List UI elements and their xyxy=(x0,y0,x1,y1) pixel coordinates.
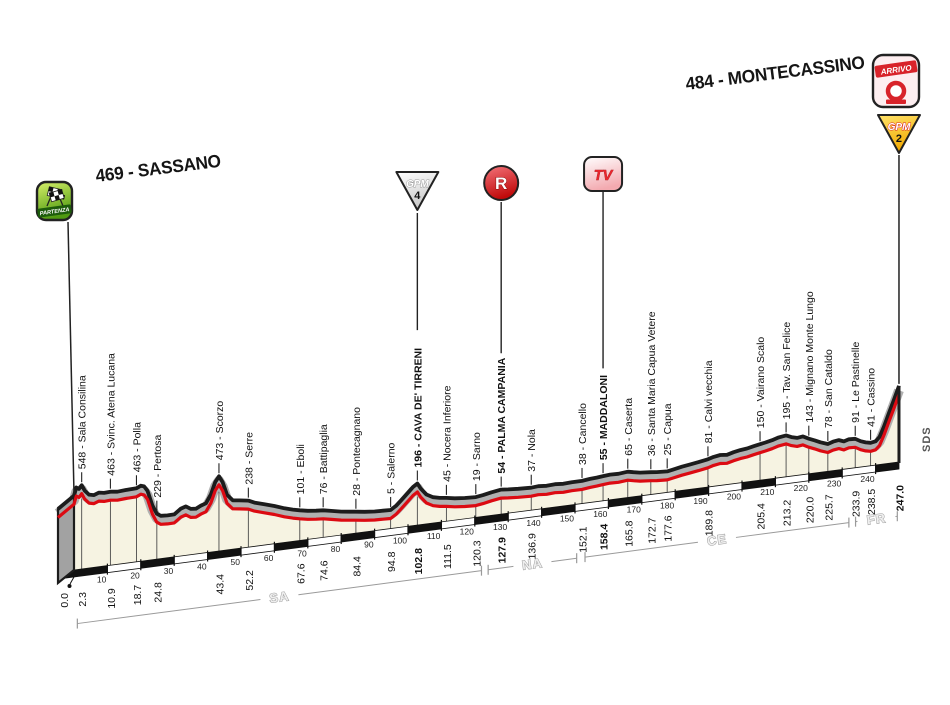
waypoint-label: 65 - Caserta xyxy=(623,398,635,456)
km-distance-label: 247.0 xyxy=(894,485,906,511)
km-ruler-tick-label: 130 xyxy=(493,522,507,532)
km-ruler-tick-label: 180 xyxy=(660,500,674,510)
km-distance-label: 84.4 xyxy=(351,556,363,577)
waypoint-label: 548 - Sala Consilina xyxy=(77,375,89,469)
waypoint-label: 38 - Cancello xyxy=(577,403,589,465)
km-distance-label: 189.8 xyxy=(703,510,715,536)
km-distance-label: 18.7 xyxy=(132,585,144,606)
km-ruler-tick-label: 190 xyxy=(693,496,707,506)
km-zero-dot xyxy=(68,584,72,588)
finish-glyph xyxy=(888,83,904,99)
gpm-label: GPM xyxy=(888,122,911,133)
km-distance-label: 102.8 xyxy=(413,548,425,574)
km-ruler-tick-label: 230 xyxy=(827,478,841,488)
km-ruler-tick-label: 210 xyxy=(760,487,774,497)
waypoint-label: 195 - Tav. San Felice xyxy=(781,322,793,420)
km-distance-label: 127.9 xyxy=(497,537,509,563)
km-ruler-tick-label: 10 xyxy=(97,575,107,585)
km-ruler-tick-label: 20 xyxy=(130,570,140,580)
km-distance-label: 111.5 xyxy=(442,544,454,569)
km-distance-label: 172.7 xyxy=(646,517,658,543)
km-distance-label: 220.0 xyxy=(804,497,816,523)
km-ruler-tick-label: 80 xyxy=(331,544,341,554)
km-ruler-tick-label: 110 xyxy=(427,531,441,541)
km-distance-label: 152.1 xyxy=(578,526,590,552)
km-ruler-tick-label: 150 xyxy=(560,513,574,523)
waypoint-label: 37 - Nola xyxy=(526,429,538,472)
waypoint-label: 238 - Serre xyxy=(243,432,255,485)
province-label: SA xyxy=(268,588,290,605)
km-ruler-tick-label: 200 xyxy=(727,492,741,502)
km-ruler-tick-label: 50 xyxy=(231,557,241,567)
gpm-label: GPM xyxy=(406,179,429,190)
credit-sds: SDS xyxy=(921,426,933,452)
km-distance-label: 238.5 xyxy=(866,489,878,515)
waypoint-label: 463 - Svinc. Atena Lucana xyxy=(105,353,117,476)
km-distance-label: 0.0 xyxy=(59,593,71,608)
km-ruler-tick-label: 90 xyxy=(364,540,374,550)
km-ruler-tick-label: 240 xyxy=(860,474,874,484)
km-ruler-tick-label: 170 xyxy=(627,505,641,515)
waypoint-label: 45 - Nocera Inferiore xyxy=(441,385,453,481)
km-ruler-tick-label: 60 xyxy=(264,553,274,563)
gpm-number: 2 xyxy=(896,133,902,145)
waypoint-label: 25 - Capua xyxy=(662,403,674,455)
waypoint-label: 196 - CAVA DE' TIRRENI xyxy=(412,348,424,468)
waypoint-label: 81 - Calvi vecchia xyxy=(703,360,715,443)
waypoint-label: 19 - Sarno xyxy=(471,432,483,481)
waypoint-label: 229 - Pertosa xyxy=(152,434,164,497)
waypoint-label: 76 - Battipaglia xyxy=(318,424,330,494)
waypoint-label: 78 - San Cataldo xyxy=(823,349,835,428)
feed-zone-icon: R xyxy=(484,166,518,200)
km-ruler-tick-label: 120 xyxy=(460,527,474,537)
km-distance-label: 225.7 xyxy=(823,494,835,520)
km-ruler-tick-label: 220 xyxy=(794,483,808,493)
waypoint-label: 101 - Eboli xyxy=(295,444,307,494)
km-distance-label: 74.6 xyxy=(319,560,331,581)
km-zero-tick xyxy=(70,577,74,584)
waypoint-label: 473 - Scorzo xyxy=(214,401,226,461)
km-distance-label: 2.3 xyxy=(77,592,89,607)
waypoint-label: 54 - PALMA CAMPANIA xyxy=(496,357,508,473)
tv-letters: TV xyxy=(594,168,614,184)
km-distance-label: 165.8 xyxy=(623,520,635,546)
km-distance-label: 233.9 xyxy=(851,491,863,517)
km-ruler-tick-label: 160 xyxy=(593,509,607,519)
km-distance-label: 136.9 xyxy=(527,533,539,559)
waypoint-label: 463 - Polla xyxy=(131,422,143,472)
arrivo-icon: ARRIVO xyxy=(873,55,919,107)
km-distance-label: 52.2 xyxy=(244,570,256,591)
waypoint-label: 28 - Pontecagnano xyxy=(351,407,363,496)
km-distance-label: 158.4 xyxy=(599,524,611,550)
km-ruler-tick-label: 40 xyxy=(197,562,207,572)
waypoint-label: 41 - Cassino xyxy=(866,368,878,427)
waypoint-label: 91 - Le Pastinelle xyxy=(850,342,862,423)
km-distance-label: 24.8 xyxy=(152,582,164,603)
feed-zone-letter: R xyxy=(495,174,507,193)
waypoint-label: 55 - MADDALONI xyxy=(598,375,610,460)
km-ruler-tick-label: 100 xyxy=(393,535,407,545)
km-ruler-tick-label: 30 xyxy=(164,566,174,576)
km-distance-label: 205.4 xyxy=(756,503,768,529)
waypoint-label: 143 - Mignano Monte Lungo xyxy=(804,291,816,423)
km-distance-label: 120.3 xyxy=(471,540,483,566)
start-connector xyxy=(68,222,74,494)
partenza-icon: PARTENZA xyxy=(37,182,72,220)
waypoint-label: 5 - Salerno xyxy=(386,442,398,494)
km-ruler-tick-label: 140 xyxy=(526,518,540,528)
km-distance-label: 177.6 xyxy=(663,515,675,541)
km-ruler-tick-label: 70 xyxy=(297,548,307,558)
km-distance-label: 67.6 xyxy=(295,563,307,584)
km-distance-label: 213.2 xyxy=(782,500,794,526)
km-distance-label: 94.8 xyxy=(386,551,398,572)
waypoint-label: 36 - Santa Maria Capua Vetere xyxy=(646,311,658,456)
km-distance-label: 43.4 xyxy=(214,574,226,595)
waypoint-label: 150 - Vairano Scalo xyxy=(755,337,767,429)
tv-icon: TV xyxy=(584,157,622,191)
km-distance-label: 10.9 xyxy=(106,588,118,609)
gpm-number: 4 xyxy=(414,190,421,202)
